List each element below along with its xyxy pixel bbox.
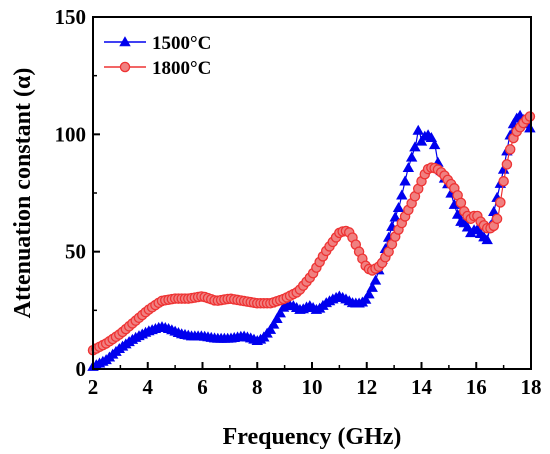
data-point bbox=[524, 111, 536, 122]
y-tick-label: 0 bbox=[76, 357, 87, 381]
data-point bbox=[389, 211, 401, 222]
data-point bbox=[363, 288, 375, 299]
legend-label: 1500°C bbox=[152, 33, 211, 54]
y-tick-label: 50 bbox=[65, 240, 86, 264]
data-point bbox=[495, 197, 506, 208]
data-point bbox=[271, 312, 283, 323]
x-tick-label: 18 bbox=[521, 375, 542, 399]
x-tick-label: 2 bbox=[88, 375, 99, 399]
data-point bbox=[425, 132, 438, 143]
data-point bbox=[491, 213, 503, 225]
data-point bbox=[498, 176, 509, 187]
data-point bbox=[409, 141, 421, 152]
tick-labels-layer: 2 4 6 8 10 12 14 16 18 0 50 100 150 bbox=[55, 5, 542, 399]
series-layer bbox=[87, 109, 536, 371]
x-tick-label: 8 bbox=[252, 375, 263, 399]
data-point bbox=[392, 202, 405, 213]
data-point bbox=[501, 159, 513, 170]
data-point bbox=[428, 139, 441, 150]
x-tick-label: 14 bbox=[411, 375, 433, 399]
x-axis-title: Frequency (GHz) bbox=[223, 424, 402, 450]
data-point bbox=[481, 234, 493, 245]
data-point bbox=[396, 189, 408, 200]
data-point bbox=[524, 122, 536, 133]
legend-marker bbox=[119, 36, 131, 47]
x-tick-label: 16 bbox=[466, 375, 487, 399]
legend-marker bbox=[119, 61, 131, 73]
data-point bbox=[359, 293, 372, 304]
ticks-layer bbox=[92, 16, 532, 370]
y-tick-label: 100 bbox=[55, 122, 87, 146]
x-tick-label: 6 bbox=[197, 375, 208, 399]
series-1500c bbox=[87, 109, 536, 371]
data-point bbox=[369, 274, 382, 285]
data-point bbox=[264, 323, 277, 334]
series-line bbox=[92, 115, 532, 351]
x-tick-label: 12 bbox=[356, 375, 377, 399]
data-point bbox=[399, 175, 411, 186]
y-tick-label: 150 bbox=[55, 5, 87, 29]
legend-label: 1800°C bbox=[152, 58, 211, 79]
data-point bbox=[412, 124, 424, 135]
data-point bbox=[366, 281, 378, 292]
series-1800c bbox=[87, 111, 536, 356]
x-tick-label: 4 bbox=[143, 375, 154, 399]
data-point bbox=[274, 307, 286, 318]
legend: 1500°C 1800°C bbox=[104, 33, 211, 79]
data-point bbox=[402, 162, 415, 173]
data-point bbox=[415, 135, 428, 146]
data-point bbox=[504, 144, 516, 155]
data-point bbox=[405, 151, 418, 162]
x-tick-label: 10 bbox=[302, 375, 323, 399]
data-point bbox=[267, 318, 280, 329]
y-axis-title: Attenuation constant (α) bbox=[10, 68, 36, 319]
